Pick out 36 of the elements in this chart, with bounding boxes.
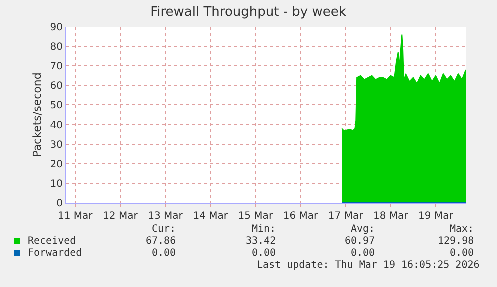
- text: 60.97: [345, 236, 376, 247]
- y-tick-label: 50: [50, 100, 63, 112]
- text: Min:: [252, 224, 276, 235]
- chart-title: Firewall Throughput - by week: [150, 5, 347, 20]
- x-tick-label: 13 Mar: [148, 211, 184, 222]
- text: 67.86: [146, 236, 176, 247]
- x-tick-label: 16 Mar: [283, 211, 320, 222]
- text: 0.00: [252, 248, 276, 259]
- x-tick-label: 12 Mar: [103, 211, 139, 222]
- text: 0.00: [152, 248, 176, 259]
- text: Max:: [450, 224, 474, 235]
- x-tick-label: 14 Mar: [193, 211, 229, 222]
- y-axis-title: Packets/second: [30, 72, 44, 158]
- x-tick-label: 11 Mar: [58, 211, 94, 222]
- y-tick-label: 80: [50, 42, 63, 54]
- y-tick-label: 30: [50, 140, 63, 151]
- y-tick-label: 90: [50, 22, 63, 34]
- text: 129.98: [438, 236, 474, 247]
- text: Avg:: [351, 224, 376, 235]
- y-tick-label: 40: [50, 120, 63, 132]
- y-tick-label: 20: [50, 159, 63, 170]
- text: 0.00: [351, 248, 376, 259]
- x-tick-label: 19 Mar: [418, 211, 454, 222]
- y-tick-label: 60: [50, 81, 63, 92]
- text: Cur:: [152, 224, 176, 235]
- legend-label: Received: [28, 236, 76, 247]
- y-tick-label: 70: [50, 62, 63, 73]
- y-tick-label: 0: [56, 198, 63, 210]
- x-tick-label: 17 Mar: [328, 211, 364, 222]
- text: 33.42: [246, 236, 276, 247]
- y-tick-label: 10: [50, 178, 63, 190]
- x-tick-label: 18 Mar: [373, 211, 410, 222]
- text: 0.00: [450, 248, 474, 259]
- legend-label: Forwarded: [28, 248, 82, 259]
- x-tick-label: 15 Mar: [238, 211, 274, 222]
- text: Last update: Thu Mar 19 16:05:25 2026: [257, 260, 480, 271]
